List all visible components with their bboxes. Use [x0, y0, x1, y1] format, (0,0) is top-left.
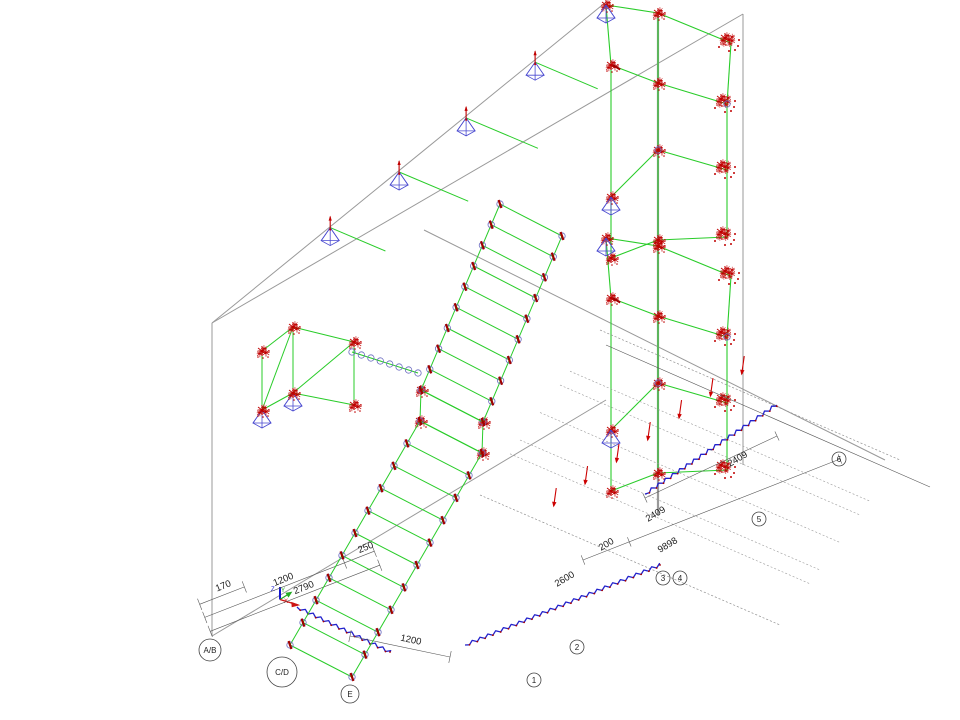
svg-text:5: 5: [757, 515, 762, 524]
svg-text:2: 2: [575, 643, 580, 652]
svg-text:6: 6: [837, 455, 842, 464]
svg-text:Y: Y: [281, 588, 285, 594]
svg-text:A/B: A/B: [204, 646, 217, 655]
svg-text:C/D: C/D: [275, 668, 289, 677]
svg-text:4: 4: [678, 574, 683, 583]
svg-text:1: 1: [532, 676, 537, 685]
svg-text:3: 3: [661, 574, 666, 583]
svg-text:E: E: [347, 690, 352, 699]
